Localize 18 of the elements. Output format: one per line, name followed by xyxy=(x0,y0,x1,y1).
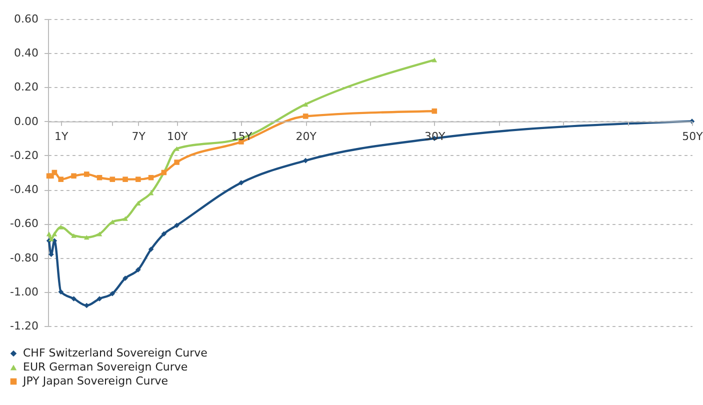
legend-label: CHF Switzerland Sovereign Curve xyxy=(23,346,208,360)
y-tick-label: -1.20 xyxy=(10,320,38,332)
y-tick-label: 0.00 xyxy=(14,114,38,128)
y-tick-label: 0.20 xyxy=(14,80,38,94)
legend-label: EUR German Sovereign Curve xyxy=(23,360,188,374)
y-tick-label: 0.60 xyxy=(14,12,38,26)
legend-label: JPY Japan Sovereign Curve xyxy=(22,374,168,388)
x-tick-label: 7Y xyxy=(132,130,146,143)
x-tick-label: 10Y xyxy=(166,130,188,143)
y-tick-label: 0.40 xyxy=(14,46,38,60)
x-tick-label: 20Y xyxy=(296,130,317,143)
y-tick-label: -0.60 xyxy=(10,217,38,230)
y-tick-label: -0.40 xyxy=(10,183,38,196)
x-tick-label: 1Y xyxy=(54,130,69,143)
x-tick-label: 50Y xyxy=(682,130,703,143)
y-tick-label: -0.80 xyxy=(10,251,38,264)
y-tick-label: -1.00 xyxy=(10,285,38,298)
y-tick-label: -0.20 xyxy=(10,148,38,162)
